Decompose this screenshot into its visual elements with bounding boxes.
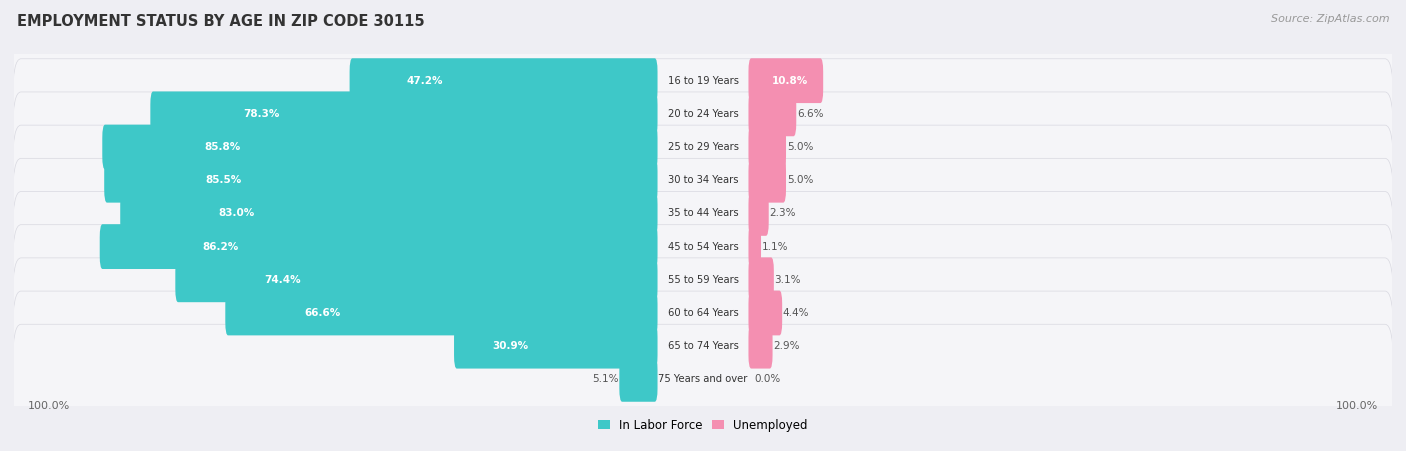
Text: 65 to 74 Years: 65 to 74 Years	[668, 341, 738, 351]
FancyBboxPatch shape	[100, 224, 658, 269]
FancyBboxPatch shape	[13, 125, 1393, 235]
FancyBboxPatch shape	[748, 92, 796, 136]
FancyBboxPatch shape	[619, 357, 658, 402]
Text: 20 to 24 Years: 20 to 24 Years	[668, 109, 738, 119]
Text: 83.0%: 83.0%	[219, 208, 254, 218]
FancyBboxPatch shape	[103, 124, 658, 170]
Text: 6.6%: 6.6%	[797, 109, 824, 119]
Text: 100.0%: 100.0%	[28, 401, 70, 411]
Text: 16 to 19 Years: 16 to 19 Years	[668, 76, 738, 86]
FancyBboxPatch shape	[13, 92, 1393, 202]
Text: 60 to 64 Years: 60 to 64 Years	[668, 308, 738, 318]
Text: 78.3%: 78.3%	[243, 109, 280, 119]
Legend: In Labor Force, Unemployed: In Labor Force, Unemployed	[598, 419, 808, 432]
FancyBboxPatch shape	[13, 225, 1393, 335]
FancyBboxPatch shape	[176, 258, 658, 302]
Text: 100.0%: 100.0%	[1336, 401, 1378, 411]
Text: 66.6%: 66.6%	[305, 308, 342, 318]
FancyBboxPatch shape	[150, 92, 658, 136]
FancyBboxPatch shape	[13, 324, 1393, 434]
FancyBboxPatch shape	[225, 290, 658, 336]
Text: 85.5%: 85.5%	[205, 175, 242, 185]
FancyBboxPatch shape	[748, 224, 761, 269]
FancyBboxPatch shape	[748, 158, 786, 202]
Text: 3.1%: 3.1%	[775, 275, 801, 285]
Text: 55 to 59 Years: 55 to 59 Years	[668, 275, 738, 285]
Text: 75 Years and over: 75 Years and over	[658, 374, 748, 384]
FancyBboxPatch shape	[454, 324, 658, 368]
Text: 1.1%: 1.1%	[762, 242, 789, 252]
Text: 5.0%: 5.0%	[787, 142, 813, 152]
FancyBboxPatch shape	[13, 26, 1393, 136]
Text: 4.4%: 4.4%	[783, 308, 810, 318]
Text: 2.3%: 2.3%	[769, 208, 796, 218]
FancyBboxPatch shape	[104, 158, 658, 202]
Text: 45 to 54 Years: 45 to 54 Years	[668, 242, 738, 252]
Text: EMPLOYMENT STATUS BY AGE IN ZIP CODE 30115: EMPLOYMENT STATUS BY AGE IN ZIP CODE 301…	[17, 14, 425, 28]
Text: 5.0%: 5.0%	[787, 175, 813, 185]
FancyBboxPatch shape	[13, 258, 1393, 368]
Text: Source: ZipAtlas.com: Source: ZipAtlas.com	[1271, 14, 1389, 23]
Text: 2.9%: 2.9%	[773, 341, 800, 351]
FancyBboxPatch shape	[13, 291, 1393, 401]
FancyBboxPatch shape	[748, 191, 769, 236]
Text: 25 to 29 Years: 25 to 29 Years	[668, 142, 738, 152]
Text: 47.2%: 47.2%	[406, 76, 443, 86]
FancyBboxPatch shape	[13, 192, 1393, 302]
Text: 30 to 34 Years: 30 to 34 Years	[668, 175, 738, 185]
Text: 5.1%: 5.1%	[592, 374, 619, 384]
Text: 86.2%: 86.2%	[202, 242, 238, 252]
Text: 74.4%: 74.4%	[264, 275, 301, 285]
Text: 85.8%: 85.8%	[204, 142, 240, 152]
Text: 35 to 44 Years: 35 to 44 Years	[668, 208, 738, 218]
FancyBboxPatch shape	[350, 58, 658, 103]
FancyBboxPatch shape	[13, 59, 1393, 169]
Text: 0.0%: 0.0%	[755, 374, 780, 384]
FancyBboxPatch shape	[748, 324, 772, 368]
FancyBboxPatch shape	[748, 124, 786, 170]
FancyBboxPatch shape	[13, 158, 1393, 268]
FancyBboxPatch shape	[748, 58, 823, 103]
FancyBboxPatch shape	[748, 290, 782, 336]
Text: 30.9%: 30.9%	[492, 341, 529, 351]
FancyBboxPatch shape	[121, 191, 658, 236]
Text: 10.8%: 10.8%	[772, 76, 808, 86]
FancyBboxPatch shape	[748, 258, 773, 302]
